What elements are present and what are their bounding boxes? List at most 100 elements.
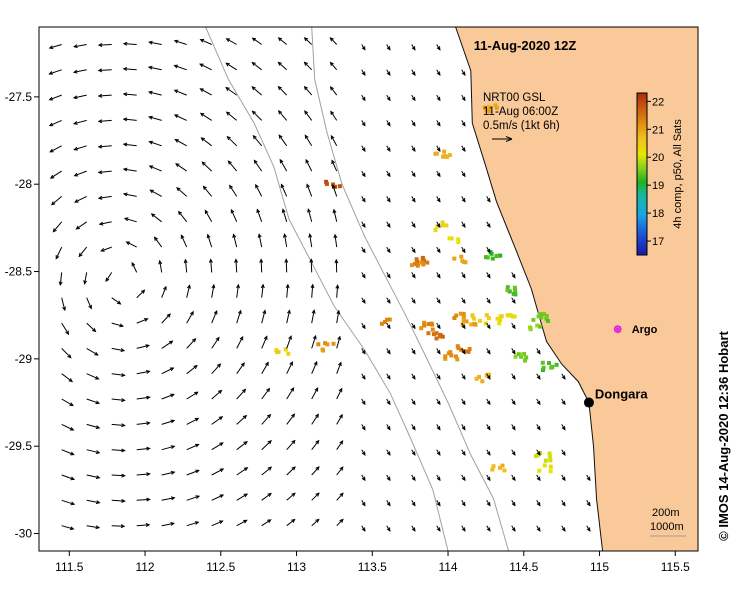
sst-pixel	[535, 323, 540, 328]
sst-pixel	[422, 320, 427, 325]
sst-pixel	[536, 314, 541, 319]
sst-pixel	[534, 454, 538, 459]
current-arrow	[147, 65, 162, 71]
sst-pixel	[447, 153, 452, 158]
current-arrow	[61, 348, 72, 359]
current-arrow	[122, 167, 137, 172]
sst-pixel	[498, 253, 503, 258]
current-arrow	[461, 474, 466, 482]
current-arrow	[329, 86, 338, 96]
current-arrow	[336, 413, 343, 425]
current-arrow	[148, 115, 162, 121]
current-arrow	[285, 283, 290, 298]
sst-pixel	[461, 312, 466, 316]
sst-pixel	[442, 149, 447, 154]
town-dot-icon	[583, 397, 594, 408]
current-arrow	[97, 68, 112, 73]
current-arrow	[330, 134, 338, 147]
current-arrow	[486, 297, 491, 304]
current-arrow	[149, 189, 162, 197]
current-arrow	[58, 272, 63, 287]
current-vectors	[48, 37, 591, 532]
current-arrow	[261, 361, 269, 374]
current-arrow	[48, 119, 62, 127]
sst-pixel	[447, 236, 452, 241]
current-arrow	[286, 466, 296, 476]
sst-pixel	[430, 322, 435, 327]
current-arrow	[211, 363, 222, 375]
sst-pixel	[456, 237, 461, 242]
sst-pixel	[544, 314, 549, 318]
current-arrow	[97, 144, 112, 149]
current-arrow	[461, 398, 466, 406]
current-arrow	[277, 85, 288, 96]
town-label: Dongara	[595, 387, 649, 402]
current-arrow	[261, 335, 268, 349]
sst-pixel	[510, 314, 515, 319]
sst-pixel	[472, 321, 477, 326]
current-arrow	[486, 500, 491, 507]
current-arrow	[131, 261, 138, 273]
current-arrow	[173, 64, 187, 71]
current-arrow	[72, 94, 87, 100]
current-arrow	[336, 361, 342, 374]
current-arrow	[461, 69, 466, 77]
current-arrow	[111, 473, 126, 478]
current-arrow	[511, 424, 516, 431]
current-arrow	[411, 322, 416, 330]
current-arrow	[486, 424, 491, 431]
current-arrow	[486, 221, 491, 229]
current-arrow	[361, 373, 366, 380]
current-arrow	[286, 518, 296, 527]
current-arrow	[61, 525, 75, 531]
current-arrow	[236, 388, 247, 400]
current-arrow	[311, 309, 316, 324]
sst-pixel	[444, 223, 449, 228]
current-arrow	[148, 140, 162, 147]
sst-pixel	[385, 317, 390, 322]
current-arrow	[561, 424, 566, 431]
colorbar-tick-label: 21	[652, 124, 664, 136]
current-arrow	[311, 492, 320, 501]
current-arrow	[361, 500, 366, 507]
current-arrow	[486, 373, 491, 380]
sst-pixel	[542, 312, 547, 317]
current-arrow	[386, 373, 391, 380]
current-arrow	[331, 184, 338, 197]
current-arrow	[461, 246, 466, 254]
sst-pixel	[455, 344, 460, 349]
current-arrow	[461, 196, 466, 203]
current-arrow	[256, 208, 263, 222]
sst-pixel	[494, 105, 499, 110]
current-arrow	[311, 439, 320, 451]
current-arrow	[236, 414, 248, 425]
current-arrow	[286, 335, 292, 349]
current-arrow	[306, 183, 313, 197]
sst-pixel	[331, 182, 335, 187]
sst-pixel	[507, 289, 512, 294]
current-arrow	[73, 145, 87, 151]
reference-arrow-icon	[492, 136, 513, 142]
current-arrow	[61, 474, 76, 481]
current-arrow	[361, 449, 366, 456]
sst-pixel	[449, 236, 454, 241]
current-arrow	[411, 196, 416, 203]
current-arrow	[411, 525, 416, 532]
sst-pixel	[383, 320, 387, 324]
current-arrow	[186, 310, 194, 324]
current-arrow	[461, 348, 466, 355]
current-arrow	[361, 424, 366, 431]
current-arrow	[304, 110, 313, 121]
current-arrow	[331, 159, 338, 172]
current-arrow	[161, 313, 171, 324]
current-arrow	[361, 145, 366, 152]
sst-pixel	[487, 109, 492, 114]
current-arrow	[511, 474, 516, 482]
current-arrow	[361, 69, 366, 76]
current-arrow	[436, 145, 441, 153]
current-arrow	[86, 373, 100, 380]
current-arrow	[100, 246, 112, 252]
current-arrow	[251, 37, 262, 45]
current-arrow	[411, 297, 416, 304]
